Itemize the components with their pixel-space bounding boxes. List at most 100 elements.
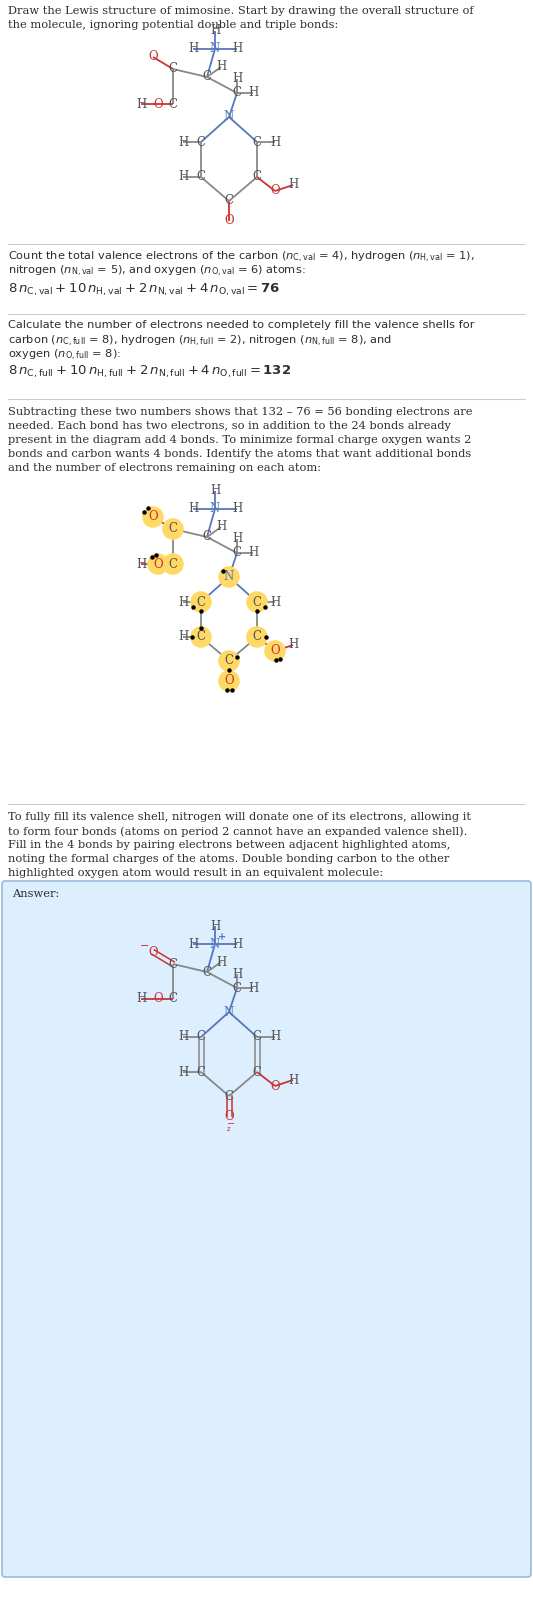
Text: H: H [288,638,298,651]
Text: H: H [178,1030,188,1044]
Text: H: H [216,521,226,534]
Text: C: C [253,1065,262,1078]
Text: C: C [253,170,262,183]
Circle shape [219,670,239,691]
Text: carbon ($n_{\mathrm{C,full}}$ = 8), hydrogen ($n_{\mathrm{H,full}}$ = 2), nitrog: carbon ($n_{\mathrm{C,full}}$ = 8), hydr… [8,334,392,350]
Text: H: H [216,61,226,74]
Text: C: C [168,63,177,75]
Text: C: C [253,630,262,643]
Text: O: O [153,558,163,571]
Text: oxygen ($n_{\mathrm{O,full}}$ = 8):: oxygen ($n_{\mathrm{O,full}}$ = 8): [8,348,121,363]
Text: C: C [168,558,177,571]
Circle shape [148,553,168,574]
Circle shape [163,553,183,574]
Circle shape [191,627,211,646]
Text: H: H [188,502,198,515]
Text: To fully fill its valence shell, nitrogen will donate one of its electrons, allo: To fully fill its valence shell, nitroge… [8,812,471,821]
Circle shape [219,566,239,587]
Text: to form four bonds (atoms on period 2 cannot have an expanded valence shell).: to form four bonds (atoms on period 2 ca… [8,826,467,837]
Text: C: C [168,98,177,111]
Text: H: H [136,558,146,571]
Text: H: H [288,178,298,191]
Text: Subtracting these two numbers shows that 132 – 76 = 56 bonding electrons are: Subtracting these two numbers shows that… [8,407,472,417]
Text: H: H [178,135,188,149]
Text: H: H [188,42,198,56]
Text: −: − [140,942,150,951]
Circle shape [163,553,183,574]
Text: O: O [224,215,234,228]
Text: H: H [136,98,146,111]
Text: C: C [224,194,233,207]
Text: O: O [153,98,163,111]
Text: C: C [203,531,212,544]
Text: H: H [210,484,220,497]
Text: H: H [270,1030,280,1044]
Text: C: C [224,1089,233,1102]
Text: H: H [232,42,242,56]
Text: C: C [253,595,262,608]
Circle shape [148,553,168,574]
Text: H: H [248,547,258,560]
Text: C: C [253,1030,262,1044]
Text: O: O [224,1110,234,1123]
Text: O: O [148,945,158,959]
Text: O: O [148,510,158,523]
Text: N: N [224,571,234,584]
Circle shape [191,592,211,613]
Circle shape [219,566,239,587]
Text: C: C [203,71,212,83]
Text: the molecule, ignoring potential double and triple bonds:: the molecule, ignoring potential double … [8,19,338,30]
Text: C: C [197,595,206,608]
Circle shape [163,520,183,539]
Circle shape [265,642,285,661]
Text: H: H [136,993,146,1006]
Text: H: H [232,937,242,951]
Text: O: O [224,675,234,688]
Text: C: C [253,135,262,149]
Text: C: C [168,523,177,536]
Text: H: H [210,919,220,932]
Circle shape [219,651,239,670]
Text: C: C [197,135,206,149]
Text: $8\,n_{\mathrm{C,val}} + 10\,n_{\mathrm{H,val}} + 2\,n_{\mathrm{N,val}} + 4\,n_{: $8\,n_{\mathrm{C,val}} + 10\,n_{\mathrm{… [8,282,280,298]
FancyBboxPatch shape [2,881,531,1577]
Text: Answer:: Answer: [12,889,59,898]
Text: C: C [168,993,177,1006]
Circle shape [143,507,163,528]
Text: O: O [153,993,163,1006]
Text: H: H [232,967,242,980]
Circle shape [247,627,267,646]
Text: C: C [224,654,233,667]
Text: N: N [224,1006,234,1019]
Circle shape [191,592,211,613]
Text: noting the formal charges of the atoms. Double bonding carbon to the other: noting the formal charges of the atoms. … [8,853,449,865]
Text: H: H [248,87,258,99]
Circle shape [247,592,267,613]
Circle shape [265,642,285,661]
Text: Draw the Lewis structure of mimosine. Start by drawing the overall structure of: Draw the Lewis structure of mimosine. St… [8,6,474,16]
Text: C: C [197,170,206,183]
Circle shape [219,651,239,670]
Text: H: H [232,72,242,85]
Text: H: H [270,595,280,608]
Text: H: H [210,24,220,37]
Text: H: H [288,1073,298,1086]
Text: N: N [210,937,220,951]
Text: −: − [227,1120,235,1129]
Text: H: H [178,170,188,183]
Circle shape [163,520,183,539]
Text: z: z [227,1126,231,1132]
Text: needed. Each bond has two electrons, so in addition to the 24 bonds already: needed. Each bond has two electrons, so … [8,420,451,431]
Text: Fill in the 4 bonds by pairing electrons between adjacent highlighted atoms,: Fill in the 4 bonds by pairing electrons… [8,840,450,850]
Text: C: C [232,547,241,560]
Text: H: H [232,502,242,515]
Circle shape [191,627,211,646]
Text: H: H [216,956,226,969]
Text: H: H [232,533,242,545]
Text: $8\,n_{\mathrm{C,full}} + 10\,n_{\mathrm{H,full}} + 2\,n_{\mathrm{N,full}} + 4\,: $8\,n_{\mathrm{C,full}} + 10\,n_{\mathrm… [8,364,291,380]
Text: +: + [218,932,226,942]
Text: O: O [270,1079,280,1092]
Text: H: H [178,630,188,643]
Text: highlighted oxygen atom would result in an equivalent molecule:: highlighted oxygen atom would result in … [8,868,383,877]
Text: O: O [270,184,280,197]
